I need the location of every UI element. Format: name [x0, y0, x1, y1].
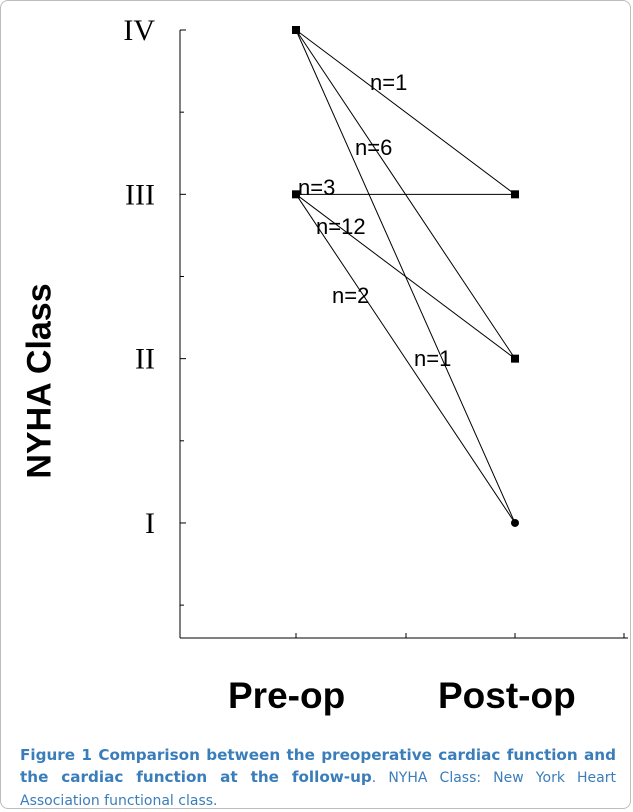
- x-category-pre-op: Pre-op: [228, 675, 346, 716]
- transition-label: n=3: [298, 175, 335, 200]
- y-tick-label: IV: [123, 14, 155, 47]
- caption-title: Figure 1 Comparison between the preopera…: [20, 746, 616, 786]
- post-op-marker: [511, 354, 519, 363]
- transition-label: n=12: [316, 214, 366, 239]
- transition-line: [295, 193, 516, 360]
- post-op-marker: [511, 518, 519, 527]
- post-op-marker: [511, 190, 519, 199]
- y-tick-label: II: [135, 343, 155, 376]
- pre-op-marker: [292, 190, 300, 199]
- transition-line: [295, 194, 516, 524]
- y-tick-label: III: [125, 178, 155, 211]
- transition-label: n=1: [414, 346, 451, 371]
- transition-label: n=1: [370, 70, 407, 95]
- y-axis-label: NYHA Class: [20, 283, 59, 479]
- figure-caption: Figure 1 Comparison between the preopera…: [20, 744, 616, 812]
- pre-op-marker: [292, 26, 300, 34]
- x-category-post-op: Post-op: [438, 675, 576, 716]
- caption-text: . NYHA Class: New York Heart Association…: [20, 770, 616, 809]
- y-tick-label: I: [145, 507, 155, 540]
- transition-label: n=6: [355, 135, 392, 160]
- transition-label: n=2: [332, 283, 369, 308]
- transition-line: [295, 29, 516, 195]
